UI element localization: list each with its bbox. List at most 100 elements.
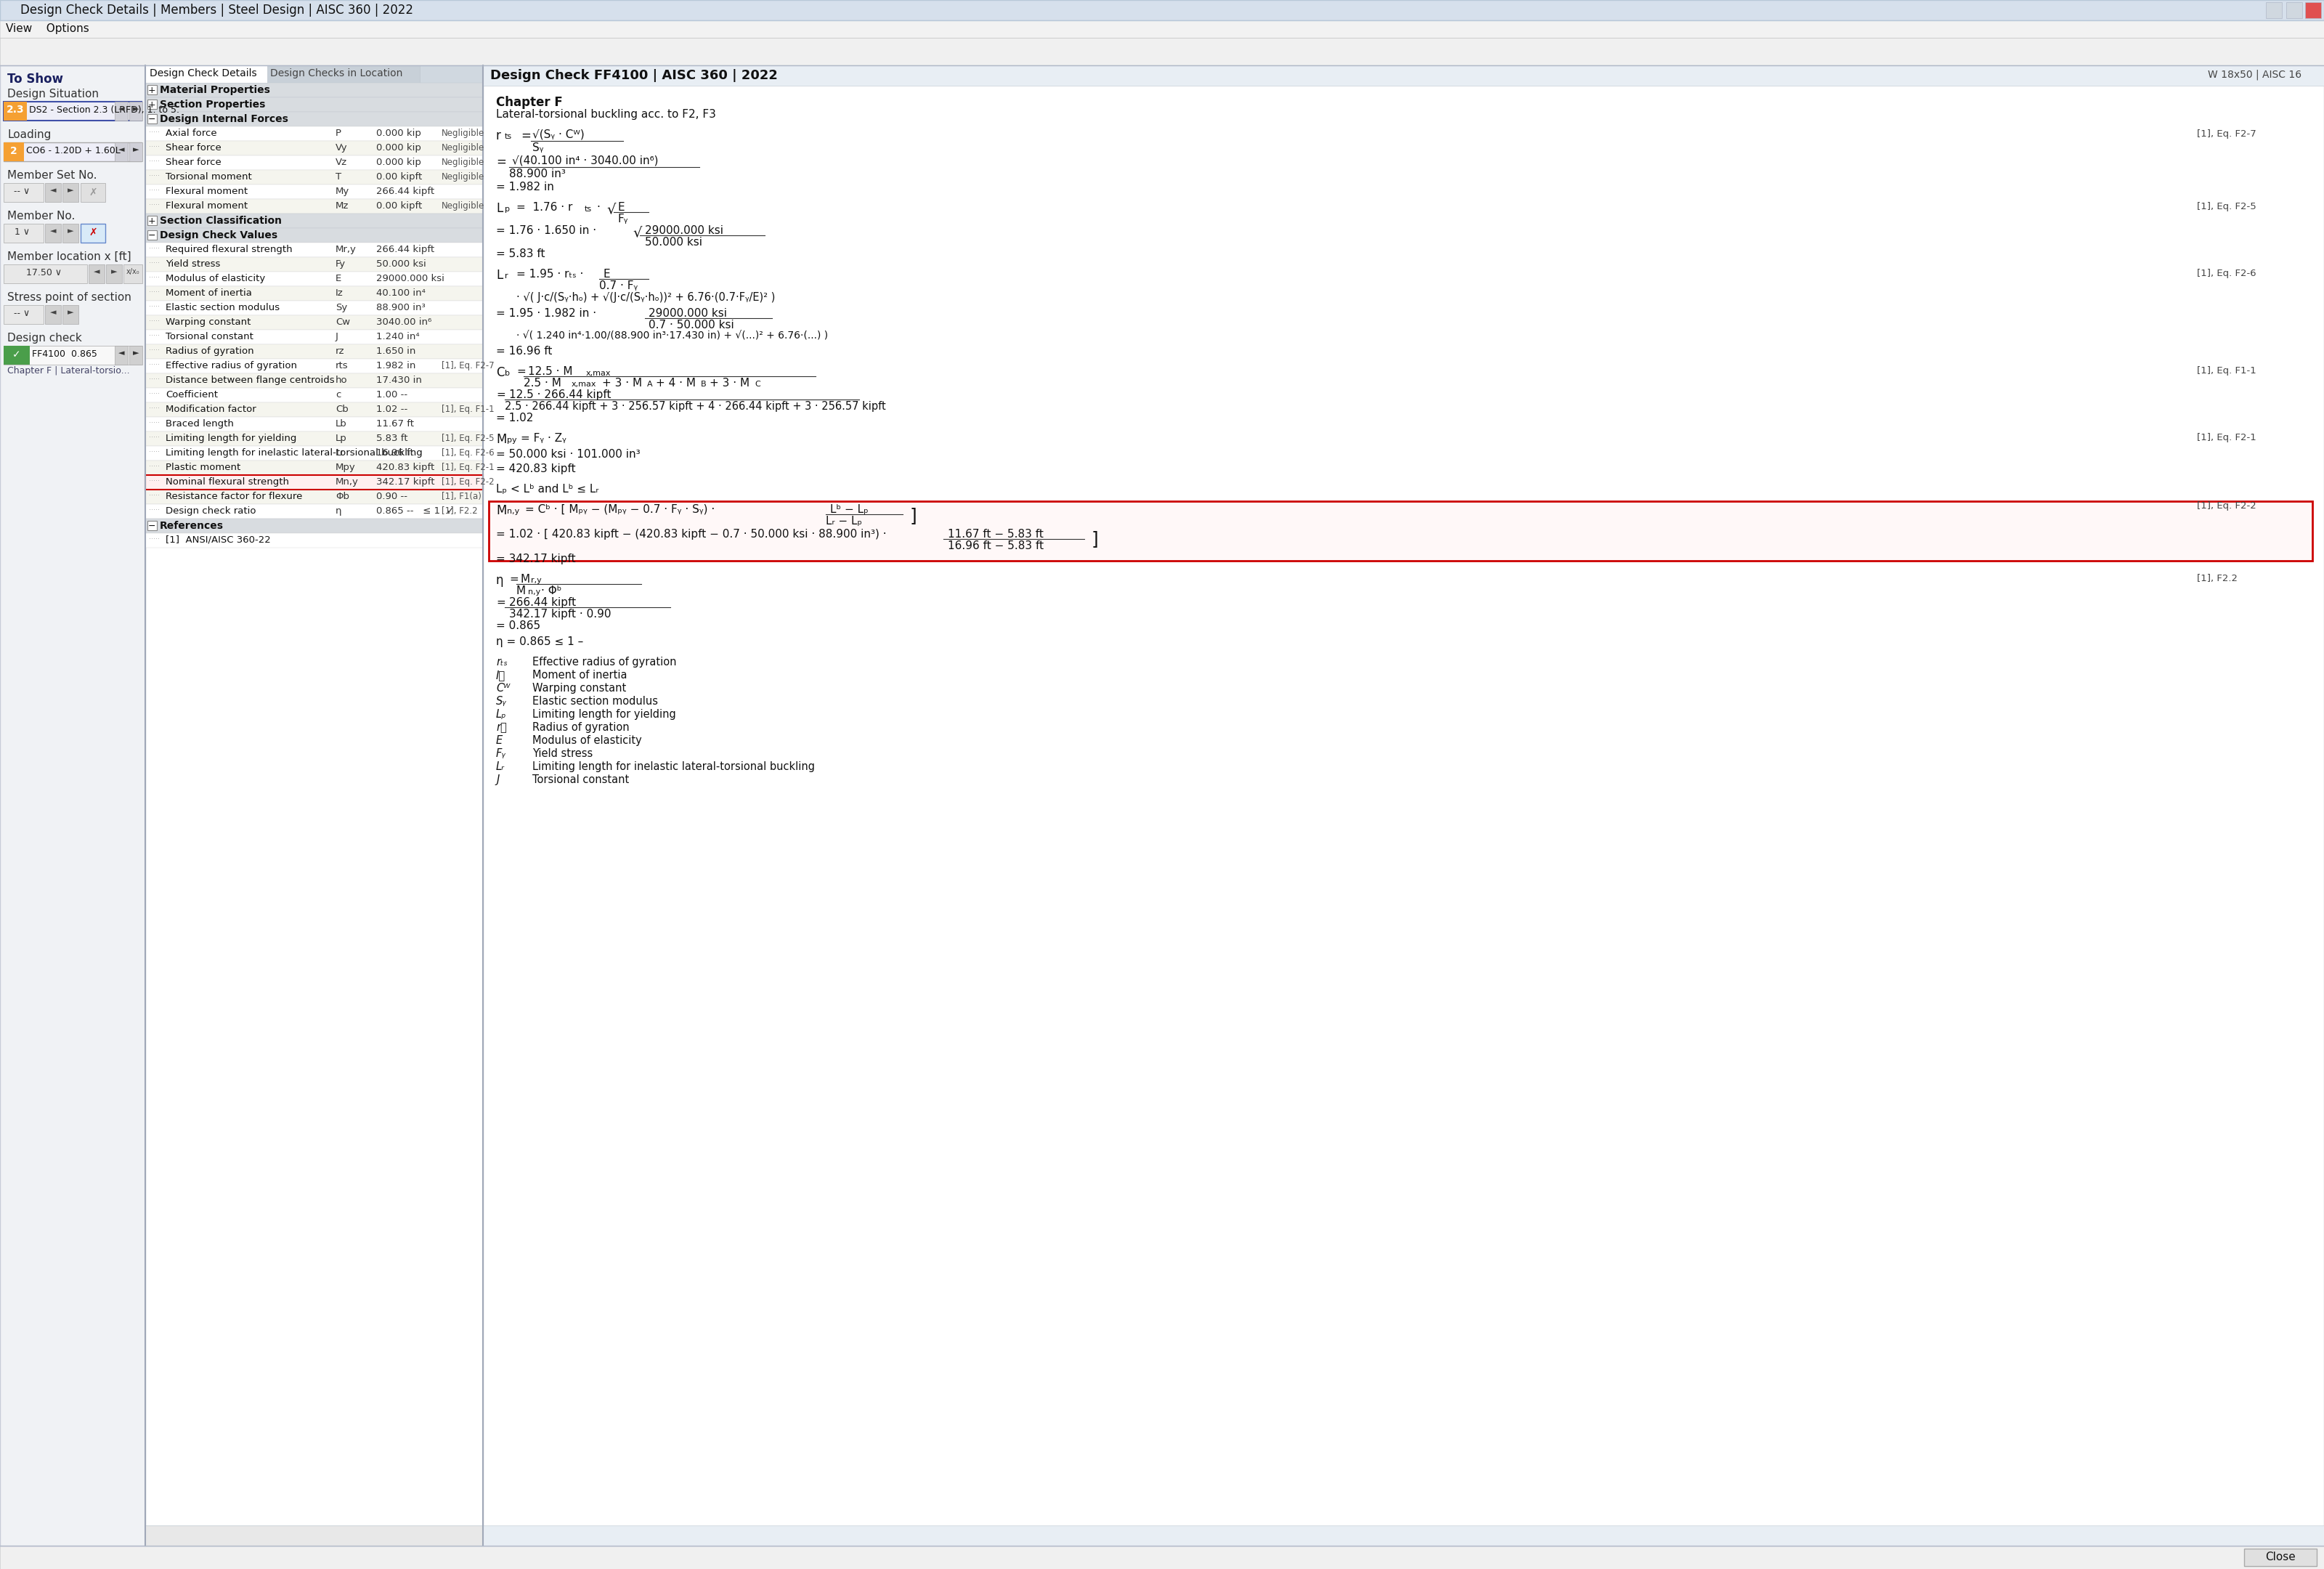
FancyBboxPatch shape (144, 141, 483, 155)
Text: Lᵣ: Lᵣ (495, 761, 504, 772)
FancyBboxPatch shape (5, 265, 88, 284)
FancyBboxPatch shape (2305, 2, 2322, 19)
Text: [1], Eq. F2-1: [1], Eq. F2-1 (2196, 433, 2257, 442)
Text: [1], Eq. F2-7: [1], Eq. F2-7 (442, 361, 495, 370)
Text: ►: ► (132, 105, 139, 113)
FancyBboxPatch shape (146, 99, 158, 108)
Text: Material Properties: Material Properties (160, 85, 270, 96)
FancyBboxPatch shape (5, 102, 28, 121)
FancyBboxPatch shape (114, 102, 128, 121)
Text: = 1.95 · 1.982 in ·: = 1.95 · 1.982 in · (495, 308, 597, 319)
Text: References: References (160, 521, 223, 530)
Text: r: r (495, 129, 502, 143)
Text: Negligible: Negligible (442, 201, 486, 210)
Text: Φb: Φb (335, 491, 349, 501)
Text: ►: ► (67, 228, 74, 235)
Text: = 5.83 ft: = 5.83 ft (495, 248, 546, 259)
Text: 11.67 ft: 11.67 ft (376, 419, 414, 428)
Text: = Fᵧ · Zᵧ: = Fᵧ · Zᵧ (521, 433, 567, 444)
Text: Effective radius of gyration: Effective radius of gyration (165, 361, 297, 370)
Text: [1], Eq. F2-7: [1], Eq. F2-7 (2196, 129, 2257, 138)
Text: Member No.: Member No. (7, 210, 74, 221)
Text: ·····: ····· (149, 333, 160, 339)
Text: 1.240 in⁴: 1.240 in⁴ (376, 333, 421, 342)
Text: Design check ratio: Design check ratio (165, 507, 256, 516)
Text: Mpy: Mpy (335, 463, 356, 472)
FancyBboxPatch shape (144, 127, 483, 141)
Text: Effective radius of gyration: Effective radius of gyration (532, 657, 676, 667)
FancyBboxPatch shape (144, 169, 483, 185)
FancyBboxPatch shape (0, 0, 2324, 20)
Text: Warping constant: Warping constant (532, 683, 625, 693)
Text: E: E (495, 736, 502, 745)
Text: Axial force: Axial force (165, 129, 216, 138)
Text: 12.5 · 266.44 kipft: 12.5 · 266.44 kipft (509, 389, 611, 400)
Text: L: L (495, 268, 502, 282)
Text: ◄: ◄ (49, 187, 56, 195)
Text: Member location x [ft]: Member location x [ft] (7, 251, 130, 262)
Text: Negligible: Negligible (442, 129, 486, 138)
Text: 342.17 kipft · 0.90: 342.17 kipft · 0.90 (509, 609, 611, 620)
Text: = 0.865: = 0.865 (495, 620, 541, 631)
Text: Close: Close (2266, 1552, 2296, 1563)
Text: Design Situation: Design Situation (7, 88, 98, 99)
FancyBboxPatch shape (144, 257, 483, 271)
Text: A: A (646, 381, 653, 388)
Text: √(Sᵧ · Cᵂ): √(Sᵧ · Cᵂ) (532, 129, 583, 140)
Text: ►: ► (132, 146, 139, 154)
Text: ✗: ✗ (88, 187, 98, 198)
Text: p: p (504, 206, 509, 213)
Text: Design Check Details: Design Check Details (149, 69, 258, 78)
Text: Radius of gyration: Radius of gyration (165, 347, 253, 356)
Text: 5.83 ft: 5.83 ft (376, 433, 407, 442)
FancyBboxPatch shape (144, 329, 483, 344)
Text: Iᵯ: Iᵯ (495, 670, 507, 681)
FancyBboxPatch shape (0, 38, 2324, 66)
Text: E: E (618, 202, 625, 213)
Text: ·····: ····· (149, 361, 160, 369)
Text: J: J (495, 775, 500, 784)
Text: [1], F1(a): [1], F1(a) (442, 491, 481, 501)
Text: Negligible: Negligible (442, 157, 486, 166)
FancyBboxPatch shape (144, 475, 483, 490)
Text: Mz: Mz (335, 201, 349, 210)
Text: ►: ► (67, 187, 74, 195)
Text: r,y: r,y (530, 577, 541, 584)
FancyBboxPatch shape (144, 402, 483, 417)
Text: 2.5 · 266.44 kipft + 3 · 256.57 kipft + 4 · 266.44 kipft + 3 · 256.57 kipft: 2.5 · 266.44 kipft + 3 · 256.57 kipft + … (504, 402, 885, 411)
FancyBboxPatch shape (63, 224, 79, 243)
Text: Required flexural strength: Required flexural strength (165, 245, 293, 254)
Text: ·: · (597, 202, 600, 213)
Text: [1], Eq. F2-6: [1], Eq. F2-6 (2196, 268, 2257, 278)
Text: b: b (504, 370, 509, 377)
Text: ·····: ····· (149, 405, 160, 411)
Text: ·····: ····· (149, 317, 160, 325)
Text: Iz: Iz (335, 289, 344, 298)
FancyBboxPatch shape (0, 1545, 2324, 1569)
Text: 50.000 ksi: 50.000 ksi (646, 237, 702, 248)
Text: ·····: ····· (149, 491, 160, 499)
Text: Nominal flexural strength: Nominal flexural strength (165, 477, 288, 486)
Text: +: + (149, 100, 156, 110)
Text: 29000.000 ksi: 29000.000 ksi (646, 226, 723, 235)
Text: ·····: ····· (149, 391, 160, 397)
FancyBboxPatch shape (5, 143, 23, 162)
Text: My: My (335, 187, 349, 196)
Text: [1], Eq. F2-5: [1], Eq. F2-5 (2196, 202, 2257, 212)
Text: · √( J·c/(Sᵧ·hₒ) + √(J·c/(Sᵧ·hₒ))² + 6.76·(0.7·Fᵧ/E)² ): · √( J·c/(Sᵧ·hₒ) + √(J·c/(Sᵧ·hₒ))² + 6.7… (516, 292, 776, 303)
FancyBboxPatch shape (144, 199, 483, 213)
Text: py: py (507, 436, 516, 444)
Text: Chapter F | Lateral-torsio...: Chapter F | Lateral-torsio... (7, 366, 130, 375)
Text: ·····: ····· (149, 187, 160, 195)
FancyBboxPatch shape (144, 228, 483, 243)
FancyBboxPatch shape (114, 143, 128, 162)
Text: ·····: ····· (149, 419, 160, 427)
Text: Modulus of elasticity: Modulus of elasticity (165, 275, 265, 284)
Text: 2.5 · M: 2.5 · M (523, 378, 562, 389)
Text: Modification factor: Modification factor (165, 405, 256, 414)
Text: 16.96 ft − 5.83 ft: 16.96 ft − 5.83 ft (948, 540, 1043, 551)
Text: ·····: ····· (149, 157, 160, 165)
FancyBboxPatch shape (0, 20, 2324, 38)
Text: √: √ (607, 202, 616, 215)
FancyBboxPatch shape (5, 143, 142, 162)
